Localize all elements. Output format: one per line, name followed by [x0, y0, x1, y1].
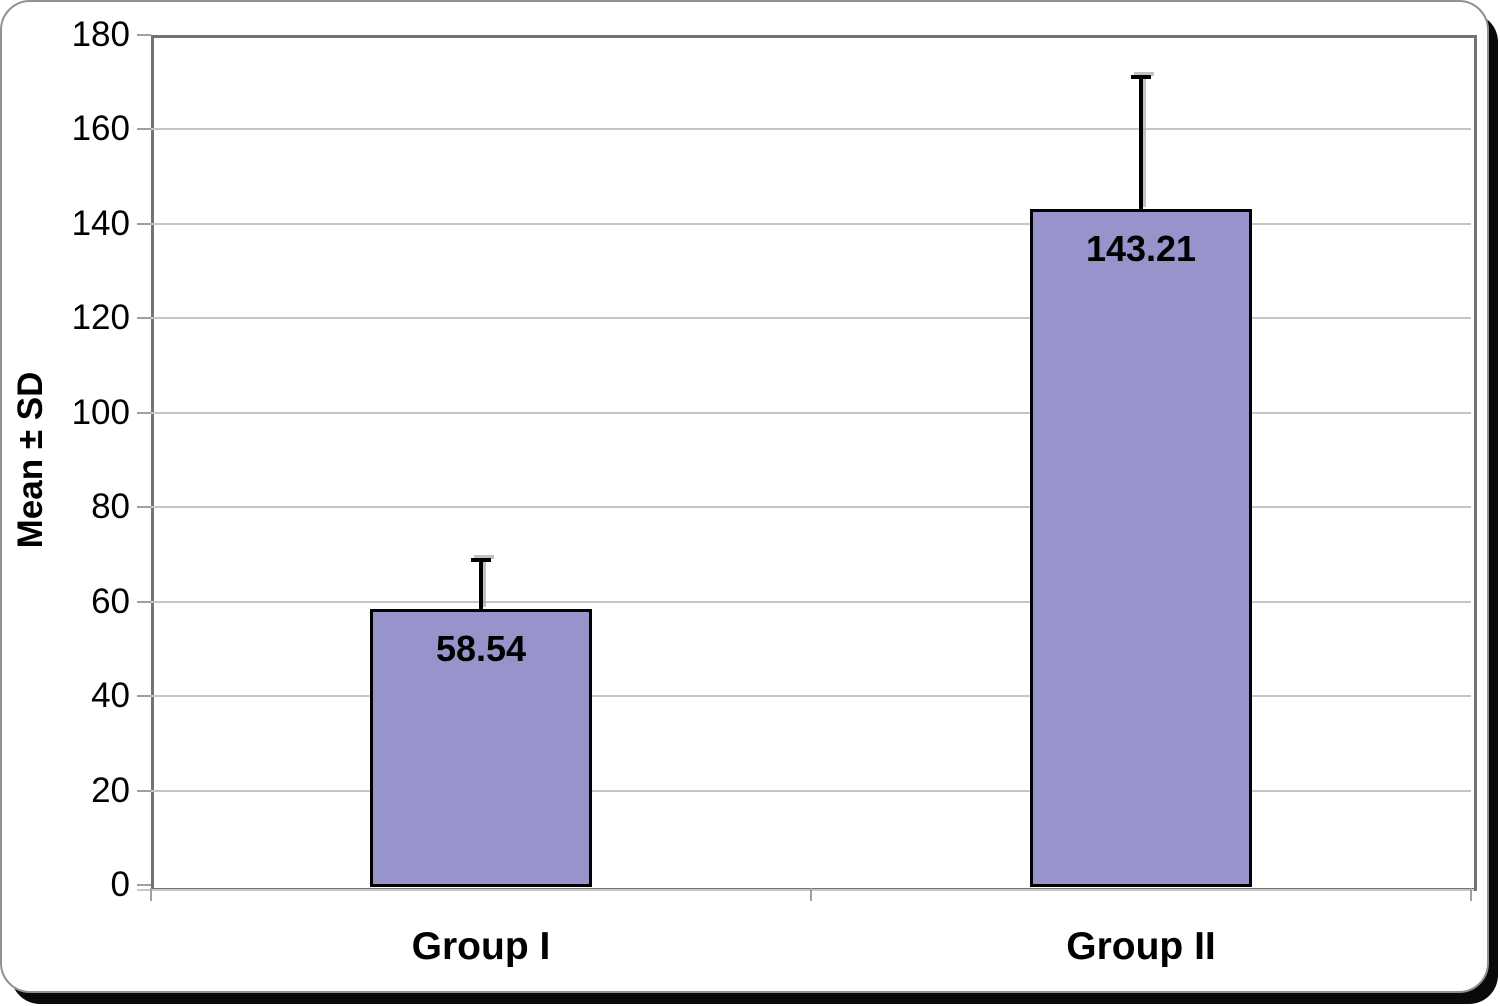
y-tick-mark	[137, 695, 151, 698]
gridline-140	[151, 222, 1471, 225]
y-tick-label: 20	[91, 770, 130, 810]
category-boundary-tick-1	[810, 888, 812, 901]
x-axis-underline	[137, 889, 1474, 891]
y-tick-label: 60	[91, 581, 130, 621]
category-boundary-tick-2	[1470, 888, 1472, 901]
category-label-2: Group II	[1066, 925, 1216, 968]
gridline-160	[151, 128, 1471, 131]
y-tick-label: 100	[71, 392, 130, 432]
gridline-120	[151, 317, 1471, 320]
plot-area	[151, 35, 1477, 891]
gridline-40	[151, 695, 1471, 698]
y-tick-label: 40	[91, 676, 130, 716]
y-tick-mark	[137, 506, 151, 509]
gridline-60	[151, 600, 1471, 603]
bar-1: 58.54	[370, 608, 592, 887]
category-label-1: Group I	[411, 925, 551, 968]
error-bar-cap-2	[1131, 75, 1151, 80]
bar-value-label: 143.21	[1085, 227, 1197, 269]
y-tick-label: 80	[91, 487, 130, 527]
error-bar-line-1	[479, 560, 483, 609]
bar-value-label: 58.54	[435, 627, 527, 669]
y-tick-mark	[137, 222, 151, 225]
bar-2: 143.21	[1030, 208, 1252, 887]
error-bar-line-2	[1139, 77, 1143, 209]
gridline-20	[151, 789, 1471, 792]
y-tick-label: 160	[71, 109, 130, 149]
y-tick-mark	[137, 317, 151, 320]
y-tick-label: 0	[110, 865, 130, 904]
category-boundary-tick-0	[150, 888, 152, 901]
gridline-80	[151, 506, 1471, 509]
error-bar-cap-1	[471, 558, 491, 563]
y-tick-label: 140	[71, 203, 130, 243]
y-tick-mark	[137, 411, 151, 414]
gridline-100	[151, 411, 1471, 414]
y-tick-mark	[137, 600, 151, 603]
y-tick-label: 180	[71, 15, 130, 54]
y-tick-mark	[137, 789, 151, 792]
y-tick-mark	[137, 884, 151, 886]
y-axis-title: Mean ± SD	[11, 371, 50, 549]
y-tick-label: 120	[71, 298, 130, 338]
y-tick-mark	[137, 34, 151, 36]
y-tick-mark	[137, 128, 151, 131]
